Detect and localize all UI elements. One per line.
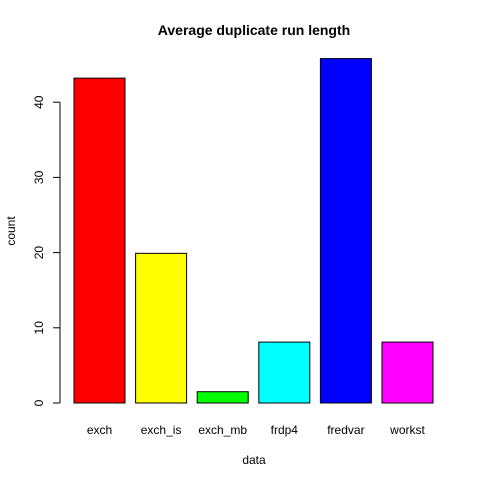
x-axis-label: data (242, 453, 266, 467)
x-tick-labels: exch exch_is exch_mb frdp4 fredvar workst (87, 423, 426, 437)
y-tick-label-40: 40 (32, 95, 46, 109)
y-axis: 0 10 20 30 40 (32, 95, 61, 406)
y-axis-label: count (4, 216, 18, 246)
x-tick-label-frdp4: frdp4 (271, 423, 299, 437)
x-tick-label-exch: exch (87, 423, 112, 437)
y-tick-label-10: 10 (32, 321, 46, 335)
bar-exch_mb (196, 391, 249, 404)
bar-fredvar (319, 58, 372, 404)
y-tick-label-20: 20 (32, 246, 46, 260)
y-tick-label-30: 30 (32, 170, 46, 184)
x-tick-label-workst: workst (389, 423, 425, 437)
x-tick-label-exch_mb: exch_mb (198, 423, 247, 437)
x-tick-label-exch_is: exch_is (141, 423, 182, 437)
bar-exch_is (135, 252, 188, 404)
bar-frdp4 (258, 341, 311, 404)
y-tick-label-0: 0 (32, 399, 46, 406)
x-tick-label-fredvar: fredvar (327, 423, 364, 437)
bars-group (73, 58, 434, 404)
bar-exch (73, 77, 126, 404)
bar-workst (381, 341, 434, 404)
chart-title: Average duplicate run length (158, 22, 350, 38)
